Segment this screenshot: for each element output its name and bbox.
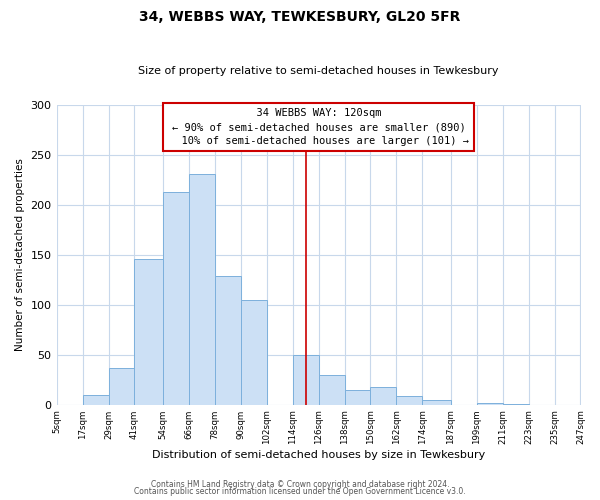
Bar <box>241 300 266 405</box>
Bar <box>370 386 397 404</box>
Bar <box>319 374 344 404</box>
Text: Contains HM Land Registry data © Crown copyright and database right 2024.: Contains HM Land Registry data © Crown c… <box>151 480 449 489</box>
X-axis label: Distribution of semi-detached houses by size in Tewkesbury: Distribution of semi-detached houses by … <box>152 450 485 460</box>
Bar <box>422 400 451 404</box>
Bar <box>293 355 319 405</box>
Bar <box>188 174 215 404</box>
Title: Size of property relative to semi-detached houses in Tewkesbury: Size of property relative to semi-detach… <box>138 66 499 76</box>
Bar <box>215 276 241 404</box>
Text: 34 WEBBS WAY: 120sqm  
← 90% of semi-detached houses are smaller (890)
  10% of : 34 WEBBS WAY: 120sqm ← 90% of semi-detac… <box>169 108 469 146</box>
Bar <box>344 390 370 404</box>
Bar <box>163 192 188 404</box>
Bar <box>83 394 109 404</box>
Text: Contains public sector information licensed under the Open Government Licence v3: Contains public sector information licen… <box>134 487 466 496</box>
Bar <box>109 368 134 405</box>
Bar <box>397 396 422 404</box>
Bar <box>134 259 163 404</box>
Text: 34, WEBBS WAY, TEWKESBURY, GL20 5FR: 34, WEBBS WAY, TEWKESBURY, GL20 5FR <box>139 10 461 24</box>
Bar <box>476 402 503 404</box>
Y-axis label: Number of semi-detached properties: Number of semi-detached properties <box>15 158 25 352</box>
